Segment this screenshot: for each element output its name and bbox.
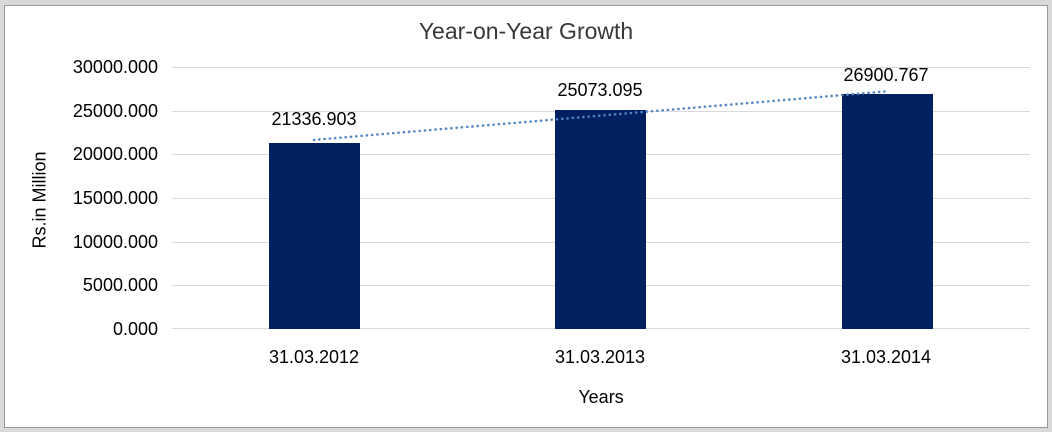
- y-axis-tick-label: 30000.000: [72, 57, 158, 77]
- x-axis-title: Years: [578, 387, 624, 407]
- bar-value-label: 25073.095: [557, 80, 643, 100]
- trendline: [312, 89, 889, 142]
- gridline: [172, 67, 1030, 68]
- y-axis-tick-label: 10000.000: [72, 232, 158, 252]
- y-axis-tick-label: 20000.000: [72, 144, 158, 164]
- x-axis-category-label: 31.03.2013: [554, 347, 646, 367]
- y-axis-tick-label: 5000.000: [82, 275, 158, 295]
- bar-value-label: 26900.767: [843, 65, 929, 85]
- x-axis-category-label: 31.03.2014: [840, 347, 932, 367]
- bar: [269, 143, 360, 329]
- bar: [842, 94, 933, 329]
- bar: [555, 110, 646, 329]
- bar-value-label: 21336.903: [271, 109, 357, 129]
- y-axis-tick-label: 25000.000: [72, 101, 158, 121]
- x-axis-category-label: 31.03.2012: [268, 347, 360, 367]
- chart-title: Year-on-Year Growth: [418, 18, 634, 44]
- y-axis-tick-label: 0.000: [112, 319, 158, 339]
- y-axis-tick-label: 15000.000: [72, 188, 158, 208]
- plot-area: [172, 67, 1030, 329]
